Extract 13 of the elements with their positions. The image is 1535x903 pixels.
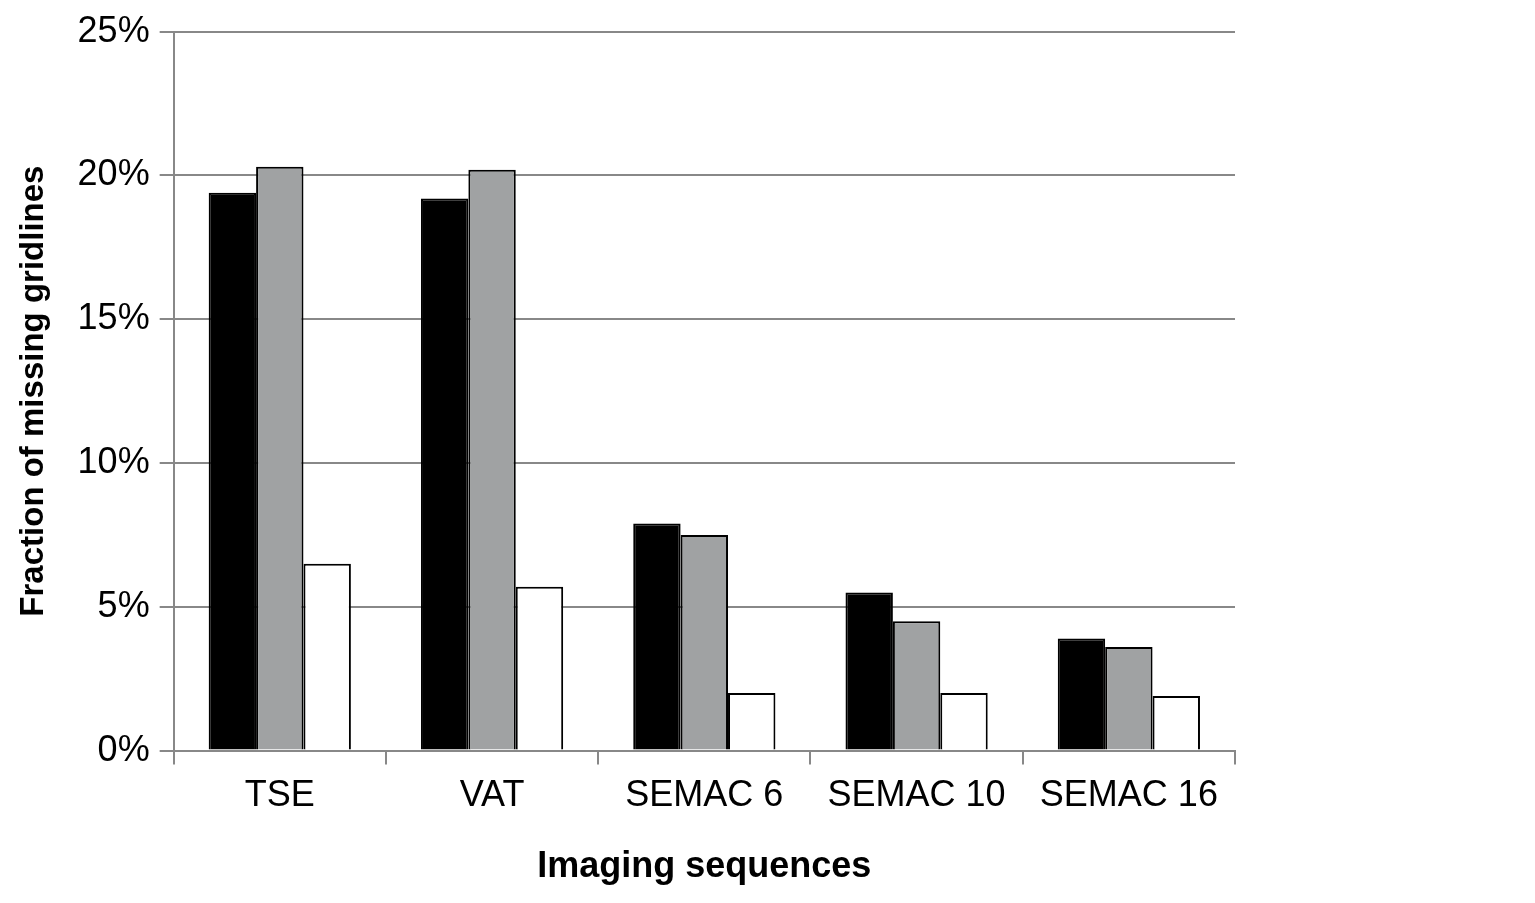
y-tick-label: 25% — [77, 8, 150, 50]
x-tick-label: SEMAC 10 — [827, 773, 1006, 815]
x-tick-label: SEMAC 16 — [1039, 773, 1218, 815]
y-tick-label: 20% — [77, 152, 150, 194]
x-tick-label: VAT — [459, 773, 525, 815]
y-tick-label: 0% — [97, 727, 150, 769]
y-tick-label: 15% — [77, 296, 150, 338]
y-tick-label: 5% — [97, 583, 150, 625]
x-axis-title: Imaging sequences — [537, 844, 872, 886]
y-axis-title: Fraction of missing gridlines — [12, 165, 50, 617]
x-tick-label: TSE — [244, 773, 315, 815]
y-tick-label: 10% — [77, 439, 150, 481]
x-tick-label: SEMAC 6 — [625, 773, 784, 815]
